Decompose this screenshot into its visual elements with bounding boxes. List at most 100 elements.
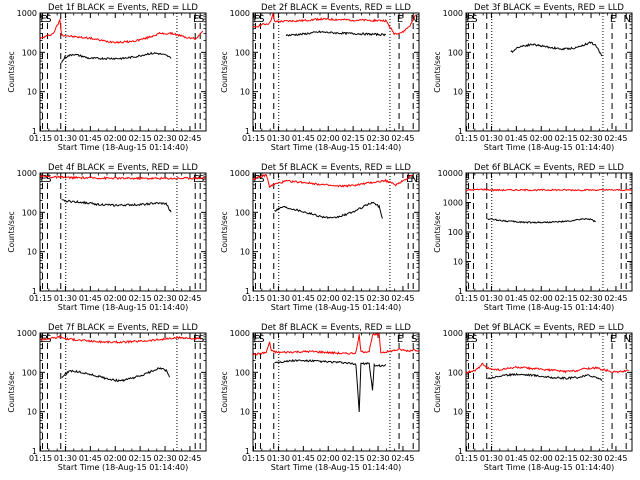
x-tick-label: 02:00 [530, 454, 553, 463]
x-tick-label: 02:00 [530, 134, 553, 143]
y-tick-label: 10 [240, 248, 250, 257]
time-marker-label: E [253, 334, 259, 345]
x-tick-label: 01:45 [505, 454, 528, 463]
time-marker-label: S [198, 334, 204, 345]
detector-plot-panel: Det 9f BLACK = Events, RED = LLD 1 10 100 10… [433, 323, 633, 472]
time-marker-label: E [193, 174, 199, 185]
y-tick-label: 10 [27, 88, 37, 97]
time-marker-label: E [406, 174, 412, 185]
x-tick-label: 02:30 [580, 134, 603, 143]
y-tick-label: 10 [27, 248, 37, 257]
time-marker-label: E [253, 174, 259, 185]
x-tick-label: 02:45 [391, 454, 414, 463]
x-tick-label: 01:15 [242, 454, 265, 463]
detector-plot-panel: Det 2f BLACK = Events, RED = LLD 1 10 100 10… [220, 3, 420, 152]
x-tick-label: 02:00 [104, 454, 127, 463]
events-rate-line [61, 199, 172, 213]
time-marker-label: S [258, 174, 264, 185]
y-tick-label: 100 [448, 48, 463, 57]
plot-title: Det 9f BLACK = Events, RED = LLD [474, 323, 624, 333]
events-rate-line [61, 51, 172, 64]
plot-title: Det 3f BLACK = Events, RED = LLD [474, 3, 624, 13]
y-tick-label: 1 [458, 287, 463, 296]
plot-frame [465, 12, 633, 132]
x-tick-label: 02:00 [317, 454, 340, 463]
time-marker-label: S [45, 334, 51, 345]
y-axis-label: Counts/sec [220, 211, 229, 252]
y-tick-label: 100 [448, 368, 463, 377]
x-tick-label: 01:45 [79, 294, 102, 303]
x-tick-label: 02:15 [342, 294, 365, 303]
x-tick-label: 02:00 [104, 134, 127, 143]
x-tick-label: 02:00 [317, 294, 340, 303]
plot-title: Det 2f BLACK = Events, RED = LLD [261, 3, 411, 13]
time-marker-label: S [471, 14, 477, 25]
lld-rate-line [465, 362, 629, 374]
y-tick-label: 100 [22, 48, 37, 57]
x-tick-label: 01:30 [267, 134, 290, 143]
x-tick-label: 02:45 [391, 294, 414, 303]
x-tick-label: 01:30 [480, 294, 503, 303]
x-tick-label: 01:30 [480, 134, 503, 143]
plot-frame [252, 12, 420, 132]
lld-rate-line [252, 12, 417, 36]
time-marker-label: S [411, 334, 417, 345]
x-axis-label: Start Time (18-Aug-15 01:14:40) [58, 463, 189, 472]
time-marker-label: S [45, 14, 51, 25]
time-marker-label: N [623, 334, 630, 345]
y-axis-label: Counts/sec [433, 211, 442, 252]
x-tick-label: 02:30 [580, 294, 603, 303]
y-axis-label: Counts/sec [433, 371, 442, 412]
y-tick-label: 1000 [443, 329, 463, 338]
x-tick-label: 01:15 [29, 134, 52, 143]
x-tick-label: 02:45 [604, 134, 627, 143]
y-tick-label: 1 [458, 127, 463, 136]
x-tick-label: 01:45 [292, 134, 315, 143]
y-tick-label: 10000 [438, 169, 463, 178]
plot-title: Det 5f BLACK = Events, RED = LLD [261, 163, 411, 173]
plot-frame [252, 172, 420, 292]
time-marker-label: E [253, 14, 259, 25]
lld-rate-line [39, 17, 204, 44]
y-tick-label: 1000 [230, 169, 250, 178]
x-tick-label: 01:45 [505, 134, 528, 143]
x-tick-label: 01:15 [455, 294, 478, 303]
x-tick-label: 01:30 [54, 294, 77, 303]
y-axis-label: Counts/sec [433, 51, 442, 92]
x-tick-label: 02:30 [367, 294, 390, 303]
x-tick-label: 02:00 [104, 294, 127, 303]
x-tick-label: 01:30 [54, 454, 77, 463]
time-marker-label: E [610, 334, 616, 345]
time-marker-label: N [410, 14, 417, 25]
detector-plot-panel: Det 5f BLACK = Events, RED = LLD 1 10 100 10… [220, 163, 420, 312]
time-marker-label: S [45, 174, 51, 185]
lld-rate-line [252, 333, 420, 356]
y-tick-label: 1 [32, 287, 37, 296]
time-marker-label: E [40, 14, 46, 25]
time-marker-label: E [397, 14, 403, 25]
x-tick-label: 02:30 [154, 454, 177, 463]
y-tick-label: 100 [448, 228, 463, 237]
time-marker-label: E [193, 334, 199, 345]
x-tick-label: 02:45 [604, 454, 627, 463]
x-axis-label: Start Time (18-Aug-15 01:14:40) [484, 303, 615, 312]
plot-frame [39, 332, 207, 452]
time-marker-label: E [40, 174, 46, 185]
detector-plot-panel: Det 4f BLACK = Events, RED = LLD 1 10 100 10… [7, 163, 207, 312]
y-tick-label: 1 [245, 447, 250, 456]
y-tick-label: 1 [458, 447, 463, 456]
plot-frame [252, 332, 420, 452]
x-tick-label: 01:45 [505, 294, 528, 303]
x-tick-label: 02:45 [604, 294, 627, 303]
plot-frame [39, 172, 207, 292]
time-marker-label: S [258, 334, 264, 345]
y-axis-label: Counts/sec [220, 371, 229, 412]
x-tick-label: 02:00 [530, 294, 553, 303]
y-axis-label: Counts/sec [220, 51, 229, 92]
events-rate-line [487, 372, 603, 381]
events-rate-line [487, 218, 596, 224]
plot-title: Det 6f BLACK = Events, RED = LLD [474, 163, 624, 173]
x-tick-label: 02:15 [129, 134, 152, 143]
y-tick-label: 1 [245, 287, 250, 296]
